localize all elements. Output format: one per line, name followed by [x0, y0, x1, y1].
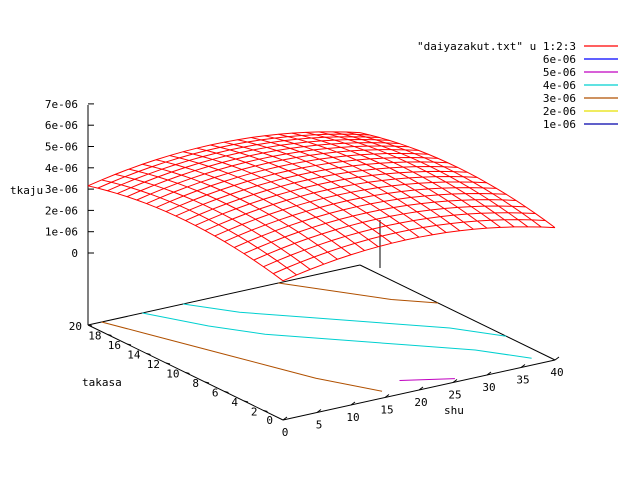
surface-line: [291, 132, 488, 229]
z-tick-label: 2e-06: [45, 204, 78, 217]
contour-line: [399, 378, 455, 381]
x-tick-label: 5: [316, 419, 323, 432]
surface-line: [359, 132, 556, 229]
surface-line: [196, 147, 393, 244]
x-tick-label: 0: [282, 426, 289, 439]
y-tick-mark: [224, 391, 229, 393]
legend-label: 3e-06: [543, 92, 576, 105]
plot-axes: [87, 105, 556, 421]
legend-label: 6e-06: [543, 53, 576, 66]
y-tick-label: 0: [266, 414, 273, 427]
x-tick-label: 25: [448, 389, 461, 402]
surface-line: [146, 149, 419, 205]
y-tick-mark: [243, 400, 249, 403]
y-tick-label: 10: [166, 368, 179, 381]
y-tick-mark: [204, 381, 210, 384]
x-tick-mark: [384, 394, 390, 398]
contour-lines: [101, 282, 532, 392]
x-tick-label: 10: [346, 411, 359, 424]
surface-line: [346, 131, 542, 228]
legend-label: 2e-06: [543, 105, 576, 118]
x-tick-mark: [418, 386, 424, 391]
x-tick-mark: [452, 379, 458, 383]
x-tick-mark: [316, 409, 322, 413]
x-tick-mark: [350, 401, 356, 406]
y-tick-label: 16: [108, 339, 121, 352]
x-tick-label: 30: [482, 381, 495, 394]
surface-line: [319, 131, 515, 228]
surface-line: [183, 151, 379, 248]
surface-line: [332, 131, 529, 228]
y-tick-label: 8: [192, 377, 199, 390]
y-tick-label: 6: [212, 387, 219, 400]
surface-mesh: [87, 131, 556, 282]
surface-line: [115, 173, 311, 270]
surface-line: [251, 137, 447, 233]
x-tick-mark: [554, 356, 560, 361]
surface-line: [210, 144, 406, 241]
z-tick-label: 6e-06: [45, 119, 78, 132]
z-axis-label: tkaju: [10, 184, 43, 197]
legend-label: 5e-06: [543, 66, 576, 79]
legend: "daiyazakut.txt" u 1:2:36e-065e-064e-063…: [417, 40, 618, 131]
contour-line: [183, 303, 507, 337]
contour-line: [278, 282, 439, 304]
z-tick-label: 0: [71, 247, 78, 260]
x-tick-mark: [282, 416, 288, 421]
y-tick-label: 2: [251, 406, 258, 419]
y-tick-mark: [126, 343, 132, 346]
y-tick-mark: [165, 362, 171, 365]
y-tick-mark: [107, 334, 112, 336]
y-tick-mark: [185, 372, 190, 374]
surface-line: [155, 159, 352, 256]
surface-line: [264, 135, 461, 232]
contour-line: [101, 321, 383, 392]
surface-line: [128, 168, 325, 265]
surface-line: [305, 131, 501, 228]
x-tick-label: 20: [414, 396, 427, 409]
x-tick-mark: [520, 364, 526, 368]
legend-label: 1e-06: [543, 118, 576, 131]
legend-label: 4e-06: [543, 79, 576, 92]
x-tick-mark: [486, 371, 492, 376]
y-tick-mark: [87, 324, 93, 327]
y-tick-label: 20: [69, 320, 82, 333]
z-tick-label: 4e-06: [45, 162, 78, 175]
surface-line: [101, 179, 297, 276]
legend-label: "daiyazakut.txt" u 1:2:3: [417, 40, 576, 53]
y-tick-mark: [146, 353, 151, 355]
y-tick-label: 12: [147, 358, 160, 371]
surface-line: [237, 139, 433, 236]
y-tick-label: 18: [88, 330, 101, 343]
surface-line: [278, 133, 474, 230]
z-tick-label: 5e-06: [45, 141, 78, 154]
x-tick-label: 15: [380, 404, 393, 417]
surface-line: [142, 163, 338, 260]
y-tick-label: 4: [231, 396, 238, 409]
contour-line: [142, 312, 532, 359]
y-axis-label: takasa: [82, 376, 122, 389]
tick-labels: 05101520253035402468101214161820001e-062…: [45, 98, 564, 439]
surface-line: [169, 155, 365, 251]
surface-line: [87, 185, 284, 282]
y-tick-mark: [263, 410, 268, 412]
z-tick-label: 1e-06: [45, 226, 78, 239]
surface-line: [223, 141, 420, 238]
x-tick-label: 40: [550, 366, 563, 379]
right-edge-line: [359, 264, 556, 361]
back-edge-line: [87, 264, 361, 326]
z-tick-label: 7e-06: [45, 98, 78, 111]
y-tick-label: 14: [127, 349, 141, 362]
z-tick-label: 3e-06: [45, 183, 78, 196]
x-tick-label: 35: [516, 374, 529, 387]
x-axis-label: shu: [444, 404, 464, 417]
